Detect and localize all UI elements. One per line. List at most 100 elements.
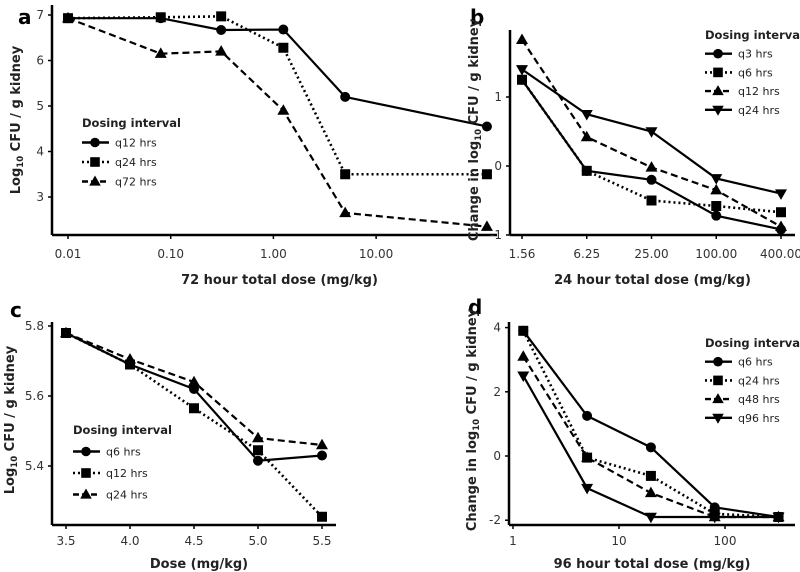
data-point-triangle-down: [772, 512, 785, 524]
data-point-triangle: [252, 431, 264, 443]
legend-label: q96 hrs: [738, 412, 780, 425]
data-point-square: [317, 511, 327, 522]
legend-label: q72 hrs: [115, 176, 157, 189]
y-label-main: Change in log: [467, 141, 482, 241]
x-tick-label: 0.10: [157, 247, 184, 261]
data-point-square: [216, 11, 227, 22]
data-point-square: [481, 169, 492, 180]
x-axis-label: 96 hour total dose (mg/kg): [554, 557, 751, 572]
series-line: [65, 331, 323, 518]
x-tick-label: 0.01: [55, 247, 82, 261]
legend-item: q24 hrs: [705, 374, 780, 387]
x-tick-label: 5.5: [312, 534, 331, 548]
x-tick-label: 3.5: [56, 534, 75, 548]
legend-marker-circle: [713, 356, 723, 367]
data-point-triangle-down: [581, 483, 594, 495]
y-label-subscript: 10: [472, 419, 482, 431]
legend-item: q6 hrs: [705, 66, 773, 79]
x-tick-label: 100.00: [695, 247, 737, 261]
data-point-triangle: [644, 486, 657, 498]
data-point-triangle: [124, 353, 136, 364]
data-point-triangle-down: [710, 174, 723, 185]
y-label-main: Log: [9, 168, 24, 195]
y-tick-label: 4: [493, 321, 501, 335]
data-point-triangle: [62, 11, 74, 23]
legend-item: q12 hrs: [705, 85, 780, 98]
data-point-triangle: [215, 45, 228, 56]
data-point-triangle: [516, 33, 528, 44]
legend-item: q24 hrs: [73, 488, 148, 502]
data-point-square: [253, 445, 263, 456]
x-tick-label: 6.25: [573, 247, 600, 261]
legend-item: q6 hrs: [705, 356, 773, 369]
y-label-subscript: 10: [10, 456, 20, 468]
data-point-square: [518, 325, 529, 336]
legend-marker-square: [713, 67, 723, 78]
y-tick-label: 4: [36, 145, 44, 159]
data-point-square: [711, 201, 722, 212]
panel-label: c: [10, 298, 22, 322]
y-tick-label: 0: [493, 449, 501, 463]
y-axis-label: Change in log10 CFU / g kidney: [465, 308, 482, 531]
data-point-triangle-down: [517, 371, 530, 382]
legend-label: q12 hrs: [106, 467, 148, 480]
series-q12-hrs: [516, 33, 787, 231]
data-point-circle: [317, 450, 327, 461]
y-tick-label: 5.8: [25, 319, 44, 333]
legend-marker-triangle: [712, 393, 724, 404]
series-q6-hrs: [517, 74, 786, 218]
y-label-rest: CFU / g kidney: [3, 345, 18, 456]
panel-label: a: [18, 5, 32, 29]
data-point-square: [340, 169, 351, 180]
legend-marker-circle: [81, 446, 91, 457]
data-point-circle: [645, 442, 656, 453]
data-point-square: [189, 403, 199, 414]
data-point-triangle: [710, 183, 723, 195]
x-tick-label: 4.5: [184, 534, 203, 548]
series-q3-hrs: [517, 74, 786, 235]
panel-d: d4 2 0 -2 1 10 100 96 hour total dose (mg/kg) Ch…: [465, 295, 800, 572]
legend-item: q48 hrs: [705, 393, 780, 406]
legend-label: q12 hrs: [738, 85, 780, 98]
legend-item: q6 hrs: [73, 446, 141, 459]
y-tick-label: 7: [36, 8, 44, 22]
series-q72-hrs: [62, 11, 493, 231]
data-point-triangle: [339, 206, 352, 218]
legend: Dosing interval q12 hrs q24 hrs q72 hrs: [82, 116, 181, 189]
data-point-triangle: [154, 47, 167, 58]
x-tick-label: 10: [611, 534, 626, 548]
y-tick-label: 6: [36, 54, 44, 68]
legend-item: q24 hrs: [82, 156, 157, 169]
y-tick-label: 2: [493, 385, 501, 399]
y-label-rest: CFU / g kidney: [467, 18, 482, 129]
data-point-triangle-down: [516, 65, 528, 76]
legend-marker-circle: [90, 137, 100, 148]
legend-marker-square: [713, 375, 723, 386]
data-point-triangle: [775, 220, 787, 231]
data-point-triangle: [645, 161, 658, 172]
legend-label: q6 hrs: [738, 356, 773, 369]
y-tick-label: 0: [494, 159, 502, 173]
series-q6-hrs: [61, 328, 327, 466]
data-point-square: [278, 42, 289, 53]
x-axis-label: Dose (mg/kg): [150, 557, 248, 572]
panel-label: b: [470, 5, 484, 29]
x-tick-label: 100: [714, 534, 737, 548]
legend-item: q12 hrs: [73, 467, 148, 480]
y-label-rest: CFU / g kidney: [465, 308, 480, 419]
data-point-circle: [582, 410, 593, 421]
legend: Dosing interval q6 hrs q12 hrs q24 hrs: [73, 423, 172, 502]
series-q96-hrs: [517, 371, 785, 524]
legend: Dosing interval q6 hrs q24 hrs q48 hrs q96 h…: [705, 336, 800, 425]
data-point-triangle: [188, 375, 200, 387]
data-point-triangle-down: [645, 127, 658, 138]
legend-marker-triangle: [89, 175, 101, 186]
y-label-subscript: 10: [16, 156, 26, 168]
y-tick-label: -2: [489, 513, 501, 527]
panel-a: a 7 6 5 4 3 0.01 0.10 1.00 10.00 72 hour total dos…: [9, 5, 497, 288]
legend: Dosing interval q3 hrs q6 hrs q12 hrs q24 hr…: [705, 28, 800, 117]
series-q12-hrs: [63, 13, 492, 132]
data-point-triangle: [580, 130, 593, 142]
data-point-triangle-down: [708, 512, 721, 524]
legend-marker-square: [81, 468, 91, 478]
